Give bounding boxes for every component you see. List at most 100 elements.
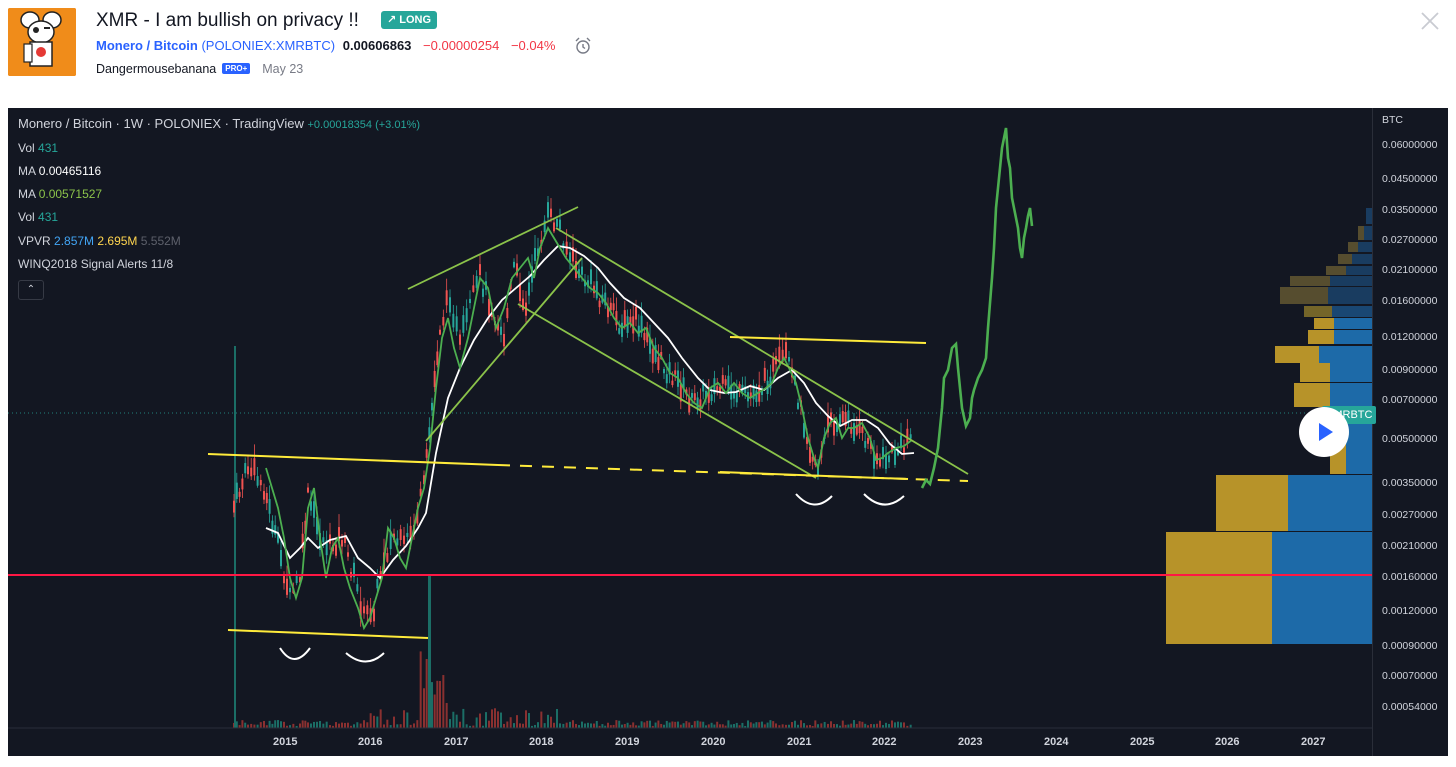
candle-body bbox=[516, 263, 518, 276]
candle-body bbox=[640, 315, 643, 333]
x-tick: 2015 bbox=[273, 736, 298, 748]
volume-bar bbox=[500, 712, 502, 728]
volume-bar bbox=[640, 721, 643, 728]
candle-body bbox=[806, 437, 808, 444]
volume-bar bbox=[643, 722, 646, 728]
candle-body bbox=[479, 264, 481, 276]
volume-bar bbox=[283, 721, 285, 728]
volume-bar bbox=[621, 724, 623, 728]
volume-bar bbox=[867, 725, 869, 728]
legend-vol-1[interactable]: Vol 431 bbox=[18, 141, 58, 155]
candle-body bbox=[733, 391, 735, 399]
volume-bar bbox=[332, 725, 334, 728]
volume-bar bbox=[778, 725, 781, 728]
volume-bar bbox=[727, 720, 730, 728]
candle-body bbox=[280, 549, 282, 567]
volume-bar bbox=[292, 723, 295, 728]
x-tick: 2021 bbox=[787, 736, 812, 748]
legend-signal-alerts[interactable]: WINQ2018 Signal Alerts 11/8 bbox=[18, 257, 174, 271]
volume-bar bbox=[716, 721, 719, 728]
volume-bar bbox=[888, 723, 890, 728]
candle-body bbox=[235, 482, 238, 499]
volume-bar bbox=[455, 714, 458, 728]
volume-bar bbox=[289, 725, 291, 728]
chart-canvas[interactable] bbox=[8, 108, 1372, 756]
indicator-label: Vol bbox=[18, 141, 35, 155]
candle-body bbox=[313, 501, 315, 518]
candle-body bbox=[233, 500, 235, 513]
x-tick: 2024 bbox=[1044, 736, 1069, 748]
volume-bar bbox=[637, 725, 640, 728]
volume-bar bbox=[359, 723, 362, 728]
candle-body bbox=[587, 280, 589, 287]
author-name[interactable]: Dangermousebanana bbox=[96, 62, 217, 76]
volume-bar bbox=[413, 723, 415, 728]
volume-bar bbox=[445, 702, 448, 728]
volume-bar bbox=[271, 723, 274, 728]
candle-body bbox=[618, 328, 621, 334]
volume-bar bbox=[509, 717, 512, 728]
volume-bar bbox=[575, 723, 577, 728]
volume-bar bbox=[256, 724, 259, 728]
volume-bar bbox=[578, 725, 580, 728]
volume-bar bbox=[660, 723, 663, 728]
candle-body bbox=[797, 402, 799, 409]
volume-bar bbox=[876, 723, 878, 728]
volume-bar bbox=[540, 711, 543, 728]
volume-bar bbox=[894, 722, 896, 728]
y-tick: 0.01200000 bbox=[1382, 331, 1438, 343]
volume-bar bbox=[685, 721, 688, 728]
legend-ma-2[interactable]: MA 0.00571527 bbox=[18, 187, 102, 201]
candle-body bbox=[598, 300, 601, 308]
symbol-exchange-link[interactable]: (POLONIEX:XMRBTC) bbox=[201, 38, 336, 53]
play-button[interactable] bbox=[1299, 407, 1349, 457]
candle-body bbox=[472, 285, 475, 292]
candle-body bbox=[301, 533, 304, 549]
volume-bar bbox=[379, 709, 382, 728]
author-avatar[interactable] bbox=[8, 8, 76, 76]
price-chart[interactable]: Monero / Bitcoin · 1W · POLONIEX · Tradi… bbox=[8, 108, 1448, 756]
volume-bar bbox=[705, 725, 707, 728]
support-line-left bbox=[207, 453, 499, 466]
candle-body bbox=[590, 269, 592, 285]
volume-bar bbox=[758, 722, 761, 728]
candle-body bbox=[419, 488, 422, 497]
legend-vpvr[interactable]: VPVR 2.857M 2.695M 5.552M bbox=[18, 234, 181, 248]
candle-body bbox=[325, 540, 328, 556]
candle-body bbox=[409, 525, 412, 543]
volume-bar bbox=[347, 722, 349, 728]
candle-body bbox=[682, 377, 685, 390]
candle-body bbox=[632, 316, 635, 334]
candle-body bbox=[519, 283, 521, 302]
candle-body bbox=[705, 390, 707, 399]
vpvr-label: VPVR bbox=[18, 234, 51, 248]
alarm-clock-icon[interactable] bbox=[573, 36, 593, 56]
legend-symbol-title[interactable]: Monero / Bitcoin · 1W · POLONIEX · Tradi… bbox=[18, 116, 304, 131]
legend-vol-2[interactable]: Vol 431 bbox=[18, 210, 58, 224]
volume-bar bbox=[403, 710, 405, 728]
price-axis[interactable]: BTC 0.06000000 0.04500000 0.03500000 0.0… bbox=[1372, 108, 1448, 756]
volume-bar bbox=[299, 723, 301, 728]
candle-body bbox=[696, 397, 699, 410]
candle-body bbox=[359, 601, 362, 619]
candle-body bbox=[749, 392, 752, 398]
candle-body bbox=[506, 308, 509, 319]
symbol-link[interactable]: Monero / Bitcoin bbox=[96, 38, 198, 53]
volume-bar bbox=[396, 724, 399, 728]
volume-bar bbox=[550, 716, 552, 728]
candle-body bbox=[861, 426, 864, 434]
candle-body bbox=[425, 449, 428, 458]
x-tick: 2019 bbox=[615, 736, 640, 748]
collapse-legend-button[interactable]: ⌃ bbox=[18, 280, 44, 300]
close-icon[interactable] bbox=[1419, 10, 1441, 32]
candle-body bbox=[735, 390, 738, 403]
indicator-value: 431 bbox=[38, 141, 59, 155]
volume-bar bbox=[265, 725, 268, 728]
volume-bars bbox=[233, 346, 912, 728]
candlesticks bbox=[233, 195, 912, 628]
volume-bar bbox=[241, 720, 244, 728]
legend-ma-1[interactable]: MA 0.00465116 bbox=[18, 164, 101, 178]
volume-bar bbox=[319, 721, 321, 728]
candle-body bbox=[537, 248, 539, 257]
candle-body bbox=[268, 499, 271, 514]
